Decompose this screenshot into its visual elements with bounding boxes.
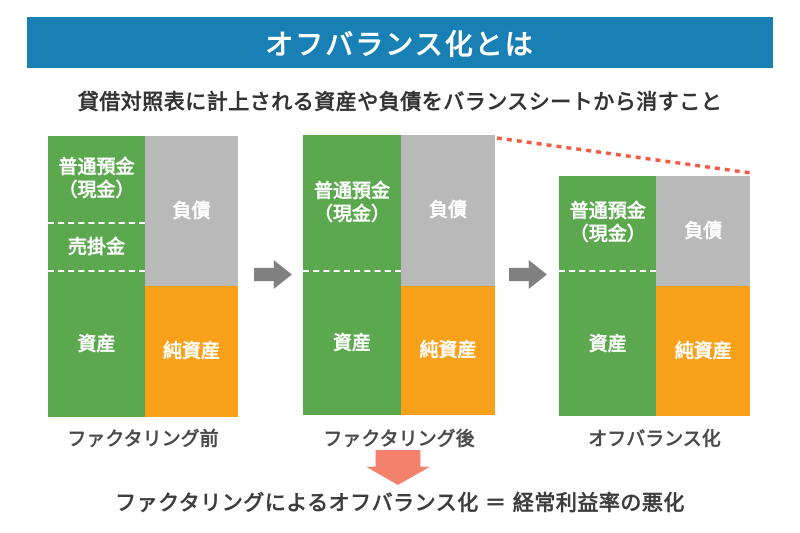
cash-label-line2: （現金）	[58, 180, 135, 201]
cash-block: 普通預金 （現金）	[559, 176, 656, 270]
receivables-block: 売掛金	[48, 222, 145, 270]
caption-after-factoring: ファクタリング後	[323, 429, 475, 450]
conclusion-text: ファクタリングによるオフバランス化 ＝ 経常利益率の悪化	[115, 492, 685, 515]
liabilities-block: 負債	[144, 136, 238, 286]
balance-sheet-after: 普通預金 （現金） 資産 負債 純資産	[303, 135, 495, 415]
cash-block: 普通預金 （現金）	[303, 135, 401, 270]
cash-label-line1: 普通預金	[313, 180, 390, 202]
asset-column: 普通預金 （現金） 資産	[559, 176, 657, 416]
right-arrow-icon	[509, 260, 547, 289]
assets-block: 資産	[48, 270, 145, 417]
page-title: オフバランス化とは	[265, 28, 535, 60]
liabilities-label: 負債	[172, 200, 211, 222]
assets-label: 資産	[332, 333, 371, 354]
cash-label-line1: 普通預金	[569, 201, 646, 222]
liabilities-block: 負債	[400, 135, 495, 286]
net-assets-block: 純資産	[656, 286, 750, 416]
liability-column: 負債 純資産	[656, 176, 750, 416]
asset-column: 普通預金 （現金） 売掛金 資産	[48, 136, 145, 417]
net-assets-label: 純資産	[419, 340, 477, 361]
cash-block: 普通預金 （現金）	[48, 136, 145, 222]
cash-label-line2: （現金）	[313, 203, 390, 225]
assets-label: 資産	[588, 333, 627, 355]
net-assets-label: 純資産	[674, 340, 732, 362]
balance-sheet-before: 普通預金 （現金） 売掛金 資産 負債 純資産	[48, 136, 238, 417]
right-arrow-icon	[254, 260, 292, 289]
net-assets-label: 純資産	[162, 341, 220, 362]
caption-offbalance: オフバランス化	[588, 429, 721, 450]
assets-label: 資産	[77, 334, 116, 355]
liabilities-block: 負債	[656, 176, 750, 286]
liabilities-label: 負債	[684, 220, 723, 242]
assets-block: 資産	[303, 270, 401, 415]
subtitle-text: 貸借対照表に計上される資産や負債をバランスシートから消すこと	[77, 91, 723, 114]
balance-sheet-offbalance: 普通預金 （現金） 資産 負債 純資産	[559, 176, 750, 416]
cash-label-line1: 普通預金	[58, 157, 135, 178]
cash-label-line2: （現金）	[569, 224, 646, 245]
down-arrow-icon	[366, 450, 430, 485]
liabilities-label: 負債	[428, 200, 467, 221]
caption-before-factoring: ファクタリング前	[67, 429, 219, 450]
liability-column: 負債 純資産	[400, 135, 495, 415]
title-bar: オフバランス化とは	[27, 17, 773, 68]
liability-column: 負債 純資産	[144, 136, 238, 417]
net-assets-block: 純資産	[144, 286, 238, 417]
assets-block: 資産	[559, 270, 657, 416]
asset-column: 普通預金 （現金） 資産	[303, 135, 401, 415]
net-assets-block: 純資産	[400, 286, 495, 415]
receivables-label: 売掛金	[67, 236, 125, 258]
